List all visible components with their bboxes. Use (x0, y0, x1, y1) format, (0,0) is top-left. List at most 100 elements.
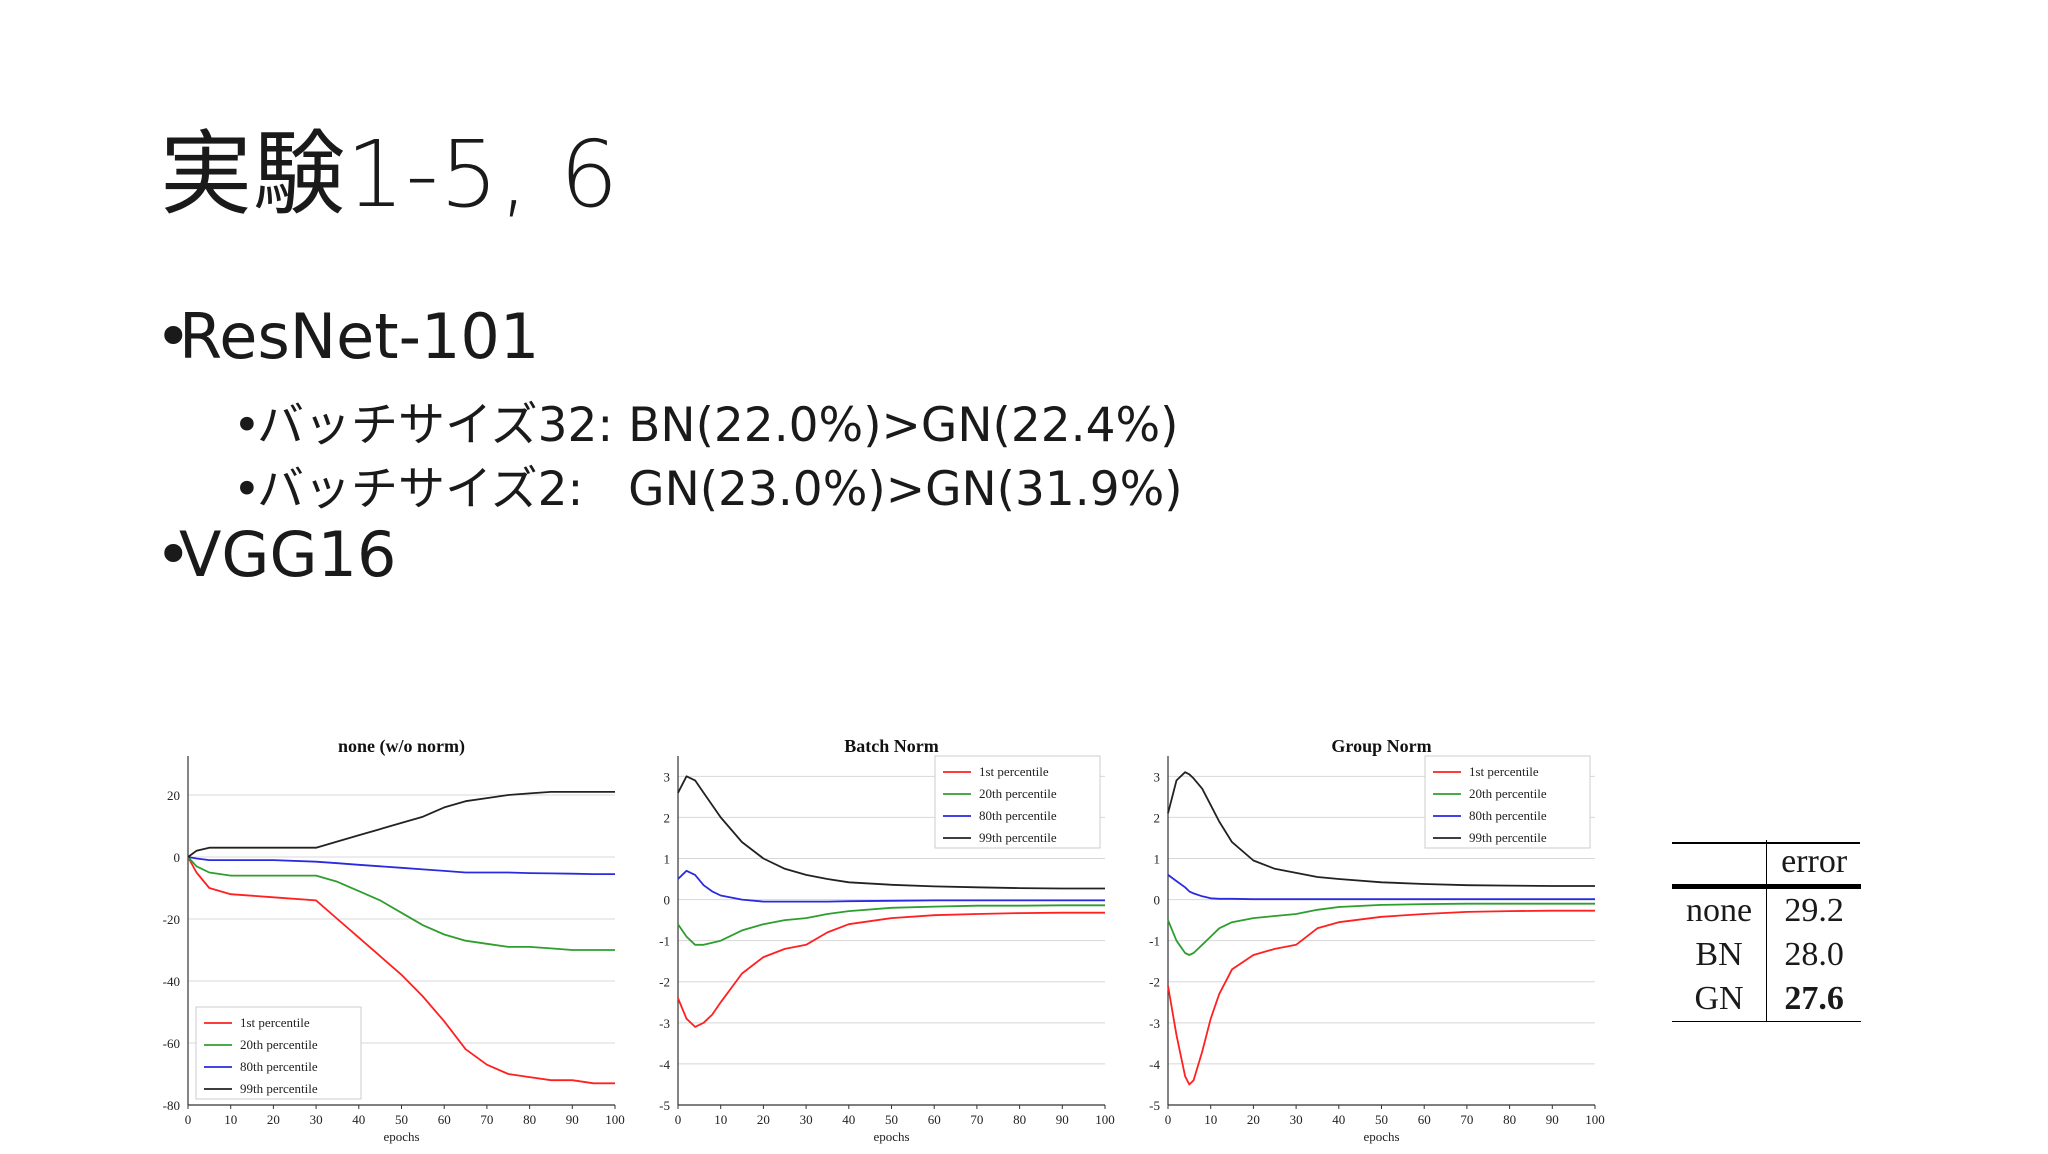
y-tick-label: -60 (163, 1036, 180, 1051)
y-tick-label: 0 (664, 893, 671, 908)
chart-none: none (w/o norm) 20 0 -20 -40 -60 -80 0 10 20 30 40 5… (140, 720, 630, 1154)
chart-none-svg: none (w/o norm) 20 0 -20 -40 -60 -80 0 10 20 30 40 5… (163, 736, 625, 1144)
series-line-2 (187, 856, 615, 875)
legend-label: 20th percentile (1469, 786, 1547, 801)
chart-batch-norm: Batch Norm 3 2 1 0 -1 -2 -3 -4 -5 0 10 20 30 40 50 60 70 8… (630, 720, 1120, 1154)
bullet-text: ResNet-101 (179, 300, 540, 373)
y-tick-label: -20 (163, 912, 180, 927)
legend-label: 99th percentile (1469, 830, 1547, 845)
series-line-1 (187, 856, 615, 951)
table-cell-label: BN (1695, 936, 1743, 973)
bullet-batch2: •バッチサイズ2: GN(23.0%)>GN(31.9%) (233, 450, 1183, 519)
table-cell-value: 27.6 (1766, 977, 1862, 1022)
legend-label: 80th percentile (1469, 808, 1547, 823)
x-tick-label: 40 (1332, 1112, 1345, 1127)
x-tick-label: 10 (1204, 1112, 1217, 1127)
legend-label: 80th percentile (240, 1059, 318, 1074)
x-tick-label: 50 (395, 1112, 408, 1127)
x-tick-label: 40 (842, 1112, 855, 1127)
bullet-text: バッチサイズ2: GN(23.0%)>GN(31.9%) (257, 462, 1183, 517)
legend-label: 99th percentile (240, 1081, 318, 1096)
legend-label: 99th percentile (979, 830, 1057, 845)
x-tick-label: 20 (1247, 1112, 1260, 1127)
y-tick-label: -40 (163, 974, 180, 989)
y-tick-label: 1 (664, 851, 671, 866)
table-cell-label: none (1686, 892, 1753, 929)
x-tick-label: 100 (1095, 1112, 1115, 1127)
chart-title: none (w/o norm) (338, 736, 465, 757)
chart-group-norm: Group Norm 3 2 1 0 -1 -2 -3 -4 -5 0 10 20 30 40 50 60 70 8… (1120, 720, 1610, 1154)
series-line-1 (1167, 902, 1595, 956)
x-tick-label: 50 (885, 1112, 898, 1127)
series-line-1 (677, 904, 1105, 946)
x-tick-label: 0 (1165, 1112, 1172, 1127)
x-axis-label: epochs (383, 1129, 419, 1144)
legend-label: 1st percentile (240, 1015, 310, 1030)
series-line-3 (1167, 771, 1595, 887)
legend-label: 1st percentile (979, 764, 1049, 779)
y-tick-label: 2 (1154, 810, 1161, 825)
table-cell-value: 29.2 (1766, 886, 1862, 933)
x-tick-label: 100 (605, 1112, 625, 1127)
x-axis-label: epochs (1363, 1129, 1399, 1144)
table-row: BN 28.0 (1672, 933, 1862, 977)
bullet-dot: • (155, 518, 192, 591)
legend-label: 20th percentile (979, 786, 1057, 801)
y-tick-label: 3 (1154, 769, 1161, 784)
legend-label: 80th percentile (979, 808, 1057, 823)
y-tick-label: -80 (163, 1098, 180, 1113)
bullet-dot: • (155, 300, 192, 373)
x-tick-label: 80 (523, 1112, 536, 1127)
x-tick-label: 80 (1503, 1112, 1516, 1127)
x-tick-label: 30 (310, 1112, 323, 1127)
y-tick-label: -2 (659, 975, 670, 990)
slide-title: 実験1-5, 6 (160, 121, 620, 228)
x-tick-label: 40 (352, 1112, 365, 1127)
y-tick-label: -1 (1149, 934, 1160, 949)
x-tick-label: 100 (1585, 1112, 1605, 1127)
bullet-dot: • (233, 398, 261, 453)
bullet-vgg16: •VGG16 (155, 518, 396, 591)
y-tick-label: 0 (174, 850, 181, 865)
y-tick-label: 3 (664, 769, 671, 784)
series-line-0 (1167, 909, 1595, 1086)
x-tick-label: 60 (1418, 1112, 1431, 1127)
y-tick-label: -5 (659, 1098, 670, 1113)
y-tick-label: -1 (659, 934, 670, 949)
x-tick-label: 30 (1290, 1112, 1303, 1127)
x-tick-label: 60 (928, 1112, 941, 1127)
table-row: none 29.2 (1672, 886, 1862, 933)
y-tick-label: -5 (1149, 1098, 1160, 1113)
chart-title: Batch Norm (844, 736, 938, 756)
series-line-2 (1167, 874, 1595, 901)
bullet-text: VGG16 (179, 518, 397, 591)
table-header-error: error (1766, 840, 1862, 889)
x-tick-label: 30 (800, 1112, 813, 1127)
x-tick-label: 0 (185, 1112, 192, 1127)
table-header-blank (1672, 840, 1767, 889)
x-tick-label: 20 (267, 1112, 280, 1127)
x-tick-label: 70 (480, 1112, 493, 1127)
table-cell-label: GN (1672, 977, 1767, 1022)
series-line-0 (677, 911, 1105, 1028)
x-axis-label: epochs (873, 1129, 909, 1144)
x-tick-label: 50 (1375, 1112, 1388, 1127)
legend-label: 20th percentile (240, 1037, 318, 1052)
table-header-row: error (1672, 840, 1862, 889)
x-tick-label: 90 (566, 1112, 579, 1127)
series-line-3 (187, 791, 615, 858)
x-tick-label: 60 (438, 1112, 451, 1127)
x-tick-label: 70 (970, 1112, 983, 1127)
chart-title: Group Norm (1331, 736, 1431, 756)
y-tick-label: 2 (664, 810, 671, 825)
bullet-batch32: •バッチサイズ32: BN(22.0%)>GN(22.4%) (233, 386, 1179, 455)
table-row: GN 27.6 (1672, 977, 1862, 1022)
x-tick-label: 80 (1013, 1112, 1026, 1127)
y-tick-label: 0 (1154, 893, 1161, 908)
series-line-3 (677, 775, 1105, 890)
x-tick-label: 90 (1546, 1112, 1559, 1127)
y-tick-label: -3 (659, 1016, 670, 1031)
legend-label: 1st percentile (1469, 764, 1539, 779)
